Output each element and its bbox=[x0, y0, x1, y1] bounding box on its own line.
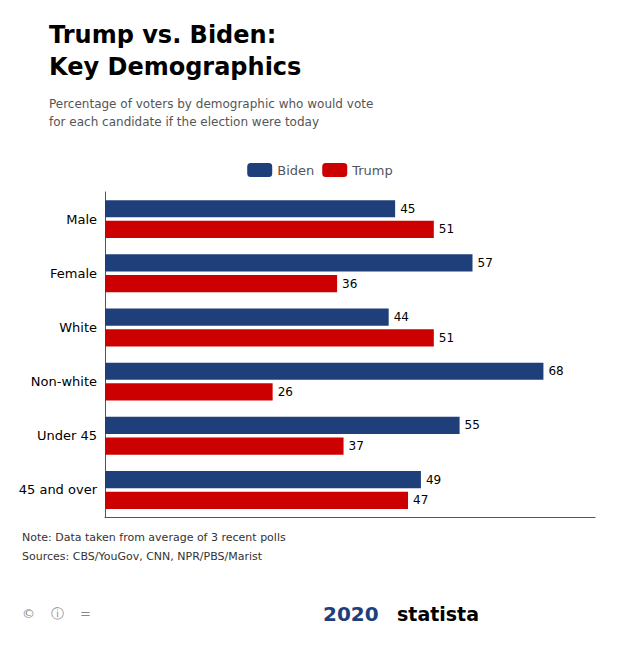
svg-text:26: 26 bbox=[278, 385, 293, 399]
svg-text:=: = bbox=[80, 606, 91, 621]
svg-text:51: 51 bbox=[439, 222, 454, 236]
svg-text:Percentage of voters by demogr: Percentage of voters by demographic who … bbox=[49, 97, 373, 111]
svg-text:for each candidate if the elec: for each candidate if the election were … bbox=[49, 115, 319, 129]
svg-text:ⓘ: ⓘ bbox=[51, 606, 64, 621]
svg-text:©: © bbox=[22, 606, 35, 621]
svg-text:55: 55 bbox=[465, 418, 480, 432]
svg-text:37: 37 bbox=[349, 439, 364, 453]
svg-text:45 and over: 45 and over bbox=[19, 482, 98, 497]
svg-text:Under 45: Under 45 bbox=[37, 428, 97, 443]
svg-text:Male: Male bbox=[66, 212, 97, 227]
svg-text:44: 44 bbox=[394, 310, 409, 324]
svg-text:Trump: Trump bbox=[351, 163, 393, 178]
svg-text:Trump vs. Biden:: Trump vs. Biden: bbox=[49, 21, 276, 49]
svg-text:45: 45 bbox=[400, 202, 415, 216]
svg-text:36: 36 bbox=[342, 277, 357, 291]
svg-text:68: 68 bbox=[548, 364, 563, 378]
svg-text:2020: 2020 bbox=[323, 602, 379, 626]
svg-text:Non-white: Non-white bbox=[31, 374, 97, 389]
svg-text:49: 49 bbox=[426, 473, 441, 487]
svg-text:statista: statista bbox=[397, 603, 479, 625]
svg-text:51: 51 bbox=[439, 331, 454, 345]
svg-text:Biden: Biden bbox=[277, 163, 314, 178]
svg-text:Key Demographics: Key Demographics bbox=[49, 53, 301, 81]
svg-text:Female: Female bbox=[50, 266, 97, 281]
svg-text:57: 57 bbox=[478, 256, 493, 270]
svg-text:White: White bbox=[59, 320, 97, 335]
svg-text:47: 47 bbox=[413, 493, 428, 507]
svg-text:Sources: CBS/YouGov, CNN, NPR/: Sources: CBS/YouGov, CNN, NPR/PBS/Marist bbox=[22, 550, 263, 563]
svg-text:Note: Data taken from average: Note: Data taken from average of 3 recen… bbox=[22, 531, 286, 544]
